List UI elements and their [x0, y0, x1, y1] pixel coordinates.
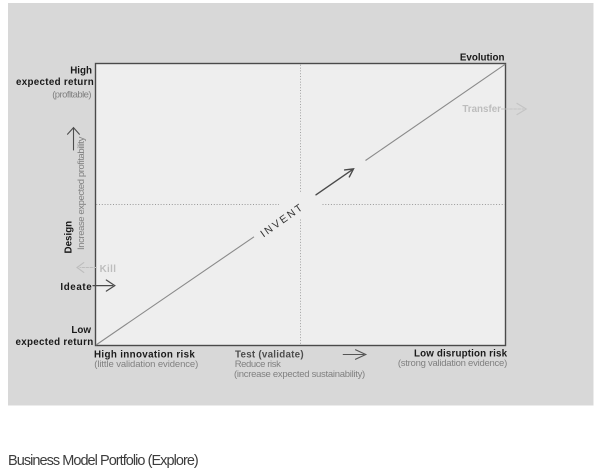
svg-text:Increase expected profitabilit: Increase expected profitability	[76, 136, 87, 250]
svg-text:(strong validation evidence): (strong validation evidence)	[398, 358, 507, 369]
svg-text:Kill: Kill	[100, 264, 117, 275]
svg-text:Transfer: Transfer	[462, 104, 501, 115]
svg-text:Test (validate): Test (validate)	[235, 350, 304, 361]
svg-text:Low disruption risk: Low disruption risk	[414, 349, 508, 360]
svg-text:High innovation risk: High innovation risk	[94, 350, 195, 361]
svg-text:Reduce risk: Reduce risk	[235, 359, 281, 370]
svg-text:Evolution: Evolution	[460, 53, 505, 64]
svg-text:Business Model Portfolio (Expl: Business Model Portfolio (Explore)	[8, 453, 198, 469]
svg-text:Ideate: Ideate	[60, 282, 92, 293]
svg-text:(little validation evidence): (little validation evidence)	[94, 359, 198, 370]
svg-text:(increase expected sustainabil: (increase expected sustainability)	[234, 369, 365, 380]
svg-text:High: High	[70, 66, 92, 77]
svg-text:Low: Low	[71, 325, 91, 336]
svg-text:Design: Design	[64, 221, 75, 254]
svg-text:expected return: expected return	[16, 77, 94, 88]
svg-text:(profitable): (profitable)	[52, 90, 91, 101]
svg-text:expected return: expected return	[15, 337, 93, 348]
